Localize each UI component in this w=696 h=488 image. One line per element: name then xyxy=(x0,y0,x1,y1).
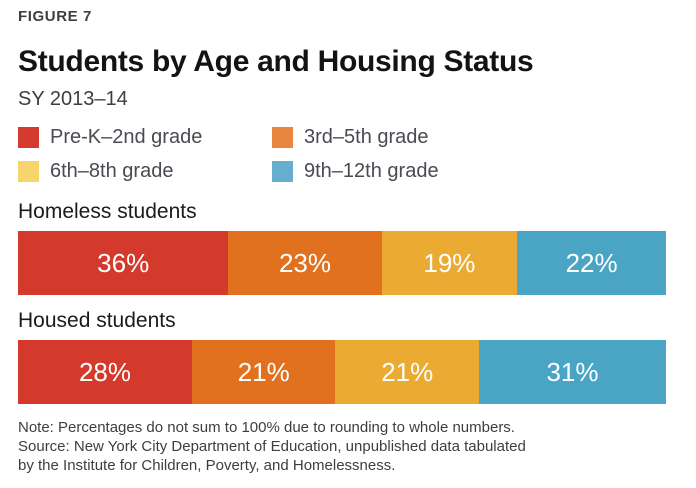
bar-segment-value: 22% xyxy=(565,247,618,278)
bar-segment: 21% xyxy=(335,340,479,404)
legend-swatch-icon xyxy=(272,161,293,182)
bar-group: Housed students 28% 21% 21% 31% xyxy=(18,309,666,404)
legend-swatch-icon xyxy=(18,161,39,182)
legend-item-label: 9th–12th grade xyxy=(304,160,439,182)
note-line-1: Note: Percentages do not sum to 100% due… xyxy=(18,419,515,436)
page-title: Students by Age and Housing Status xyxy=(18,45,534,78)
footer-note: Note: Percentages do not sum to 100% due… xyxy=(18,418,666,475)
bar-segment: 36% xyxy=(18,231,229,295)
bar-segment-value: 21% xyxy=(381,356,434,387)
bar-segment-value: 31% xyxy=(546,356,599,387)
legend-item: 6th–8th grade xyxy=(18,160,272,183)
note-line-2: Source: New York City Department of Educ… xyxy=(18,438,526,455)
bar-segment: 28% xyxy=(18,340,192,404)
bar-track: 36% 23% 19% 22% xyxy=(18,231,666,295)
bar-segment-value: 36% xyxy=(97,247,150,278)
legend-item-label: 3rd–5th grade xyxy=(304,126,429,148)
bar-segment: 19% xyxy=(381,231,518,295)
legend: Pre-K–2nd grade 3rd–5th grade 6th–8th grad… xyxy=(18,126,666,183)
figure-label: FIGURE 7 xyxy=(18,8,92,25)
subtitle: SY 2013–14 xyxy=(18,88,128,110)
legend-item: 9th–12th grade xyxy=(272,160,666,183)
legend-swatch-icon xyxy=(272,127,293,148)
bar-track: 28% 21% 21% 31% xyxy=(18,340,666,404)
bar-segment: 22% xyxy=(517,231,666,295)
bar-segment-value: 28% xyxy=(78,356,131,387)
bar-group: Homeless students 36% 23% 19% 22% xyxy=(18,200,666,295)
chart-area: Homeless students 36% 23% 19% 22% Housed stud… xyxy=(18,200,666,404)
legend-item: 3rd–5th grade xyxy=(272,126,666,149)
bar-group-label: Housed students xyxy=(18,309,176,332)
bar-segment: 31% xyxy=(478,340,666,404)
note-line-3: by the Institute for Children, Poverty, … xyxy=(18,457,396,474)
bar-group-label: Homeless students xyxy=(18,200,197,223)
bar-segment-value: 23% xyxy=(278,247,331,278)
bar-segment: 23% xyxy=(228,231,382,295)
legend-swatch-icon xyxy=(18,127,39,148)
bar-segment-value: 19% xyxy=(423,247,476,278)
bar-segment: 21% xyxy=(191,340,336,404)
legend-item: Pre-K–2nd grade xyxy=(18,126,272,149)
legend-item-label: 6th–8th grade xyxy=(50,160,174,182)
bar-segment-value: 21% xyxy=(237,356,290,387)
legend-item-label: Pre-K–2nd grade xyxy=(50,126,203,148)
